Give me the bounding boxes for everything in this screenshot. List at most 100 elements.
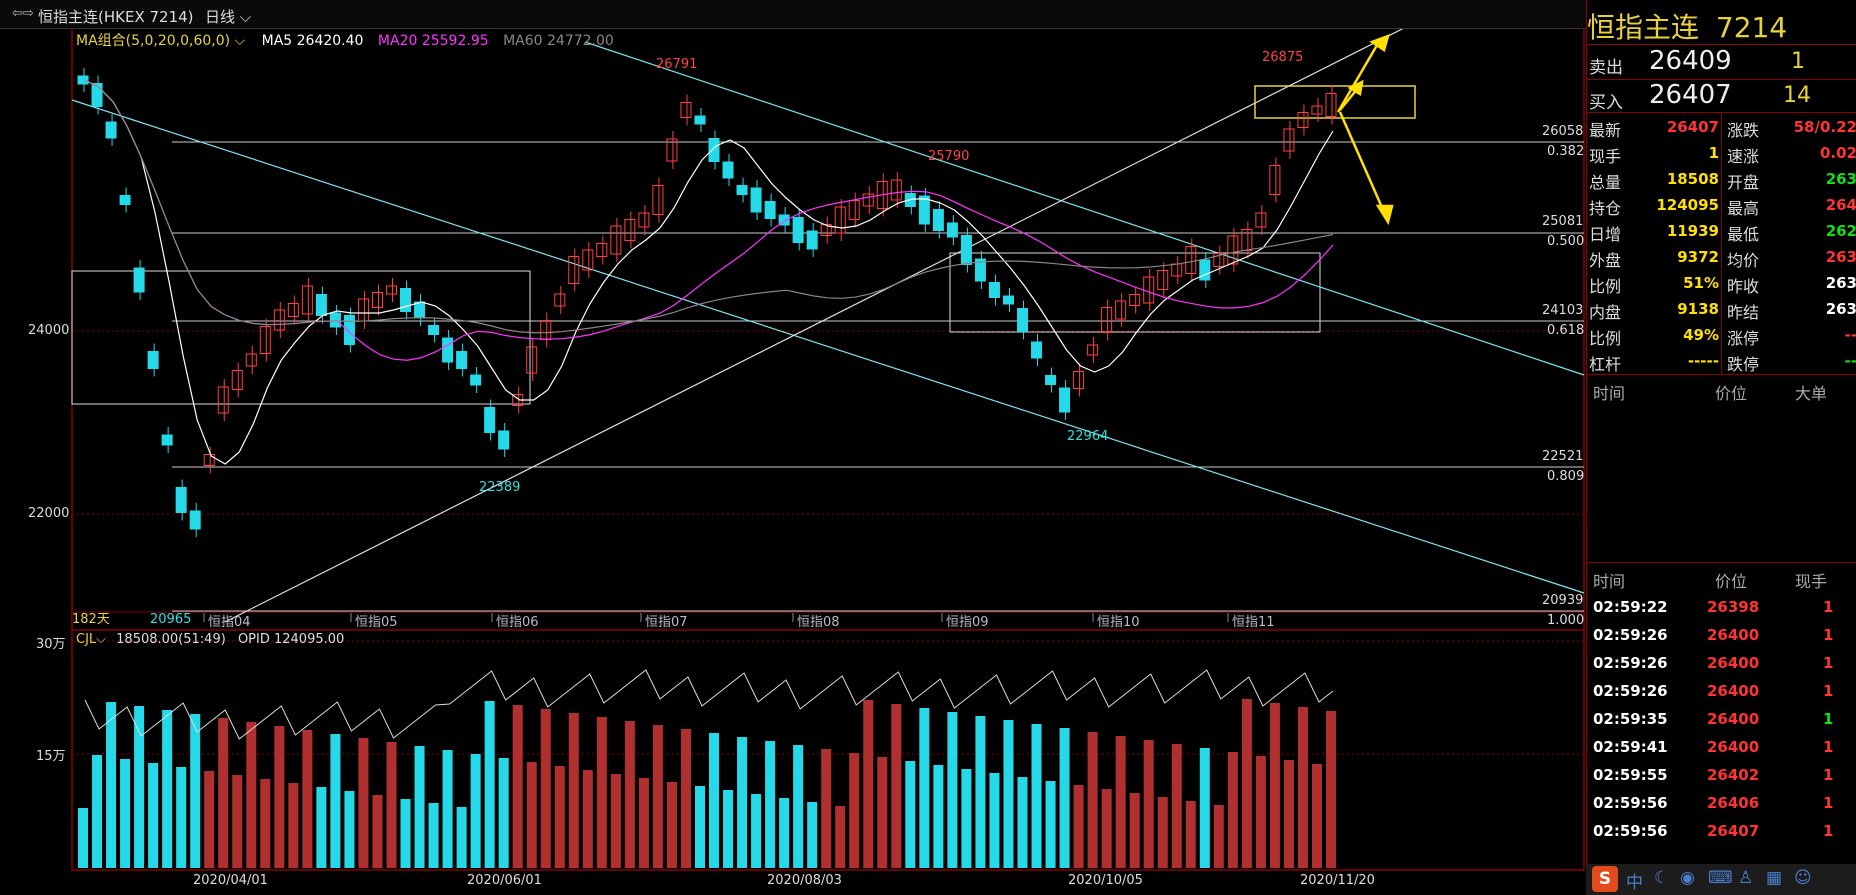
date-label: 2020/04/01 (193, 873, 268, 888)
tick-row[interactable]: 02:59:55 26402 1 (1587, 762, 1856, 790)
peak-label: 26791 (656, 57, 698, 72)
tick-time: 02:59:56 (1593, 794, 1668, 812)
candle (610, 225, 622, 255)
candle (343, 315, 355, 345)
volume-bar (218, 718, 229, 868)
quote-field-label: 速涨 (1727, 147, 1760, 166)
volume-bar (821, 749, 832, 868)
person-icon[interactable]: ☺ (1794, 868, 1812, 888)
volume-bar (274, 726, 285, 868)
candle (91, 83, 103, 107)
quote-field-value: 263 (1825, 300, 1856, 318)
volume-bar (1101, 789, 1112, 868)
quote-field-value: ----- (1687, 352, 1719, 370)
volume-bar (204, 771, 215, 868)
quote-field-label: 外盘 (1589, 251, 1622, 270)
ma60-value: MA60 24772.00 (503, 33, 614, 49)
volume-bar (624, 721, 635, 868)
kline-chart[interactable] (0, 0, 1586, 895)
tick-price: 26400 (1707, 626, 1760, 644)
volume-bar (849, 753, 860, 868)
fib-price: 20939 (1542, 593, 1584, 608)
tick-qty: 1 (1823, 626, 1834, 644)
mic-icon[interactable]: ◉ (1680, 868, 1695, 888)
period-selector[interactable]: 日线 ⌵ (205, 8, 252, 26)
candle (876, 181, 888, 209)
quote-field-label: 涨跌 (1727, 121, 1760, 140)
sogou-icon[interactable]: S (1592, 866, 1618, 892)
candle (988, 282, 1000, 298)
quote-field-label: 最低 (1727, 225, 1760, 244)
volume-bar (498, 758, 509, 868)
yellow-arrow-down-icon (1338, 111, 1394, 226)
candle (119, 195, 131, 205)
volume-indicator-selector[interactable]: CJL (76, 632, 97, 647)
date-label: 2020/06/01 (467, 873, 542, 888)
quote-panel: 恒指主连 7214 卖出 26409 1 买入 26407 14 最新 26407… (1586, 0, 1856, 895)
ma-legend: MA组合(5,0,20,0,60,0) ⌵ MA5 26420.40 MA20 … (76, 33, 614, 49)
volume-bar (120, 759, 131, 868)
opid-value: OPID 124095.00 (237, 632, 345, 647)
volume-bar (975, 716, 986, 868)
candle (680, 102, 692, 118)
quote-field-label: 均价 (1727, 251, 1760, 270)
candle (946, 222, 958, 238)
quote-field-value: 51% (1683, 274, 1719, 292)
candle (315, 294, 327, 316)
tick-time: 02:59:22 (1593, 598, 1668, 616)
ma5-value: MA5 26420.40 (261, 33, 364, 49)
tick-row[interactable]: 02:59:26 26400 1 (1587, 622, 1856, 650)
volume-bar (919, 708, 930, 868)
tick-row[interactable]: 02:59:35 26400 1 (1587, 706, 1856, 734)
candle (385, 285, 398, 295)
tick-row[interactable]: 02:59:41 26400 1 (1587, 734, 1856, 762)
tick-row[interactable]: 02:59:56 26407 1 (1587, 818, 1856, 846)
candle (1185, 246, 1197, 274)
volume-bar (765, 741, 776, 868)
range-box-mid (949, 252, 1321, 333)
quote-row: 现手 1 速涨 0.02 (1587, 140, 1856, 174)
candle (1199, 259, 1211, 281)
volume-bar (779, 798, 790, 868)
volume-bar (1031, 724, 1042, 868)
volume-bar (1003, 720, 1014, 868)
candle (1101, 307, 1113, 333)
candle (1311, 105, 1323, 115)
volume-bar (540, 709, 551, 868)
ma5-line (84, 79, 1334, 465)
candle (498, 430, 510, 450)
candle (1129, 294, 1141, 306)
candle (329, 312, 341, 328)
keyboard-icon[interactable]: ⌨ (1708, 868, 1733, 888)
yellow-arrow-up-icon (1336, 33, 1390, 113)
candle (414, 301, 426, 319)
candle (105, 121, 117, 139)
fib-ratio: 1.000 (1547, 613, 1585, 628)
candle (1002, 295, 1014, 305)
candle (259, 326, 271, 354)
ime-mode[interactable]: 中 (1626, 873, 1643, 893)
tick-qty: 1 (1823, 598, 1834, 616)
candle (568, 256, 580, 284)
candle (1045, 375, 1057, 385)
volume-bar (1157, 797, 1168, 868)
fib-price: 22521 (1542, 449, 1584, 464)
quote-field-value: 49% (1683, 326, 1719, 344)
volume-bar (526, 762, 537, 868)
tick-row[interactable]: 02:59:56 26406 1 (1587, 790, 1856, 818)
volume-bar (232, 775, 243, 868)
candle (301, 285, 313, 315)
tick-qty: 1 (1823, 794, 1834, 812)
moon-icon[interactable]: ☾ (1654, 868, 1670, 888)
tick-row[interactable]: 02:59:26 26400 1 (1587, 650, 1856, 678)
grid-icon[interactable]: ▦ (1766, 868, 1783, 888)
candle (526, 346, 538, 374)
quote-field-value: 124095 (1656, 196, 1719, 214)
tick-row[interactable]: 02:59:26 26400 1 (1587, 678, 1856, 706)
split-arrows-icon[interactable]: ⇦⇨ (12, 6, 34, 21)
candle (217, 386, 229, 414)
volume-bar (1073, 785, 1084, 868)
shirt-icon[interactable]: ♙ (1738, 868, 1754, 888)
tick-row[interactable]: 02:59:22 26398 1 (1587, 594, 1856, 622)
ma-group-selector[interactable]: MA组合(5,0,20,0,60,0) (76, 33, 231, 49)
